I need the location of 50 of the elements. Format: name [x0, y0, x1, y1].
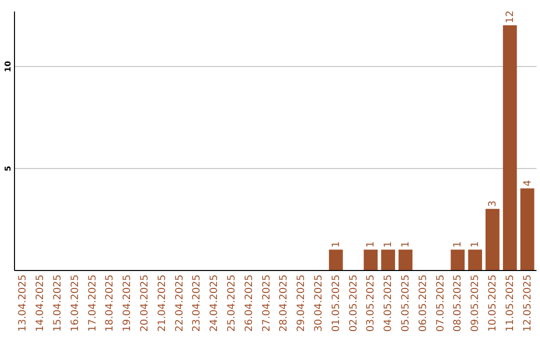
x-tick-label: 04.05.2025 [383, 274, 394, 332]
bar [364, 250, 378, 270]
x-tick-label: 15.04.2025 [52, 274, 64, 332]
x-tick-label: 21.04.2025 [156, 274, 168, 332]
x-tick-label: 25.04.2025 [226, 274, 238, 332]
data-label: 12 [504, 10, 516, 24]
bar [381, 250, 396, 270]
x-tick-label: 30.04.2025 [314, 274, 324, 332]
x-tick-label: 26.04.2025 [244, 274, 255, 332]
x-tick-label: 11.05.2025 [504, 274, 516, 332]
x-tick-label: 10.05.2025 [488, 274, 498, 332]
x-tick-label: 29.04.2025 [296, 274, 308, 332]
x-tick-label: 13.04.2025 [18, 274, 29, 332]
x-tick-label: 03.05.2025 [366, 274, 377, 332]
x-tick-label: 22.04.2025 [174, 274, 186, 332]
x-tick-label: 02.05.2025 [348, 274, 360, 332]
x-tick-label: 19.04.2025 [122, 274, 134, 332]
x-tick-label: 12.05.2025 [522, 274, 534, 332]
bar [328, 250, 343, 270]
data-label: 4 [522, 180, 534, 186]
x-tick-label: 01.05.2025 [330, 274, 342, 332]
data-label: 1 [470, 241, 482, 248]
data-label: 1 [383, 241, 394, 248]
data-label: 1 [366, 241, 377, 248]
x-tick-label: 09.05.2025 [470, 274, 482, 332]
x-tick-label: 18.04.2025 [104, 274, 116, 332]
data-label: 1 [452, 241, 464, 248]
bar [450, 250, 465, 270]
bar [502, 25, 517, 270]
x-tick-label: 24.04.2025 [209, 274, 220, 332]
data-label: 1 [400, 241, 412, 248]
bar [398, 250, 412, 270]
bar [520, 188, 534, 270]
x-tick-label: 14.04.2025 [35, 274, 46, 332]
x-tick-label: 16.04.2025 [70, 274, 81, 332]
x-tick-label: 08.05.2025 [452, 274, 464, 332]
y-tick-label: 5 [4, 165, 12, 172]
x-tick-label: 23.04.2025 [192, 274, 203, 332]
x-tick-label: 07.05.2025 [435, 274, 446, 332]
y-tick-label: 10 [4, 60, 12, 72]
data-label: 1 [330, 241, 342, 248]
x-tick-label: 20.04.2025 [140, 274, 150, 332]
data-label: 3 [488, 200, 498, 207]
bar [486, 208, 500, 270]
bar [468, 250, 482, 270]
x-tick-label: 05.05.2025 [400, 274, 412, 332]
x-tick-label: 17.04.2025 [87, 274, 98, 332]
x-tick-label: 28.04.2025 [278, 274, 290, 332]
x-tick-label: 27.04.2025 [261, 274, 272, 332]
x-tick-label: 06.05.2025 [418, 274, 429, 332]
